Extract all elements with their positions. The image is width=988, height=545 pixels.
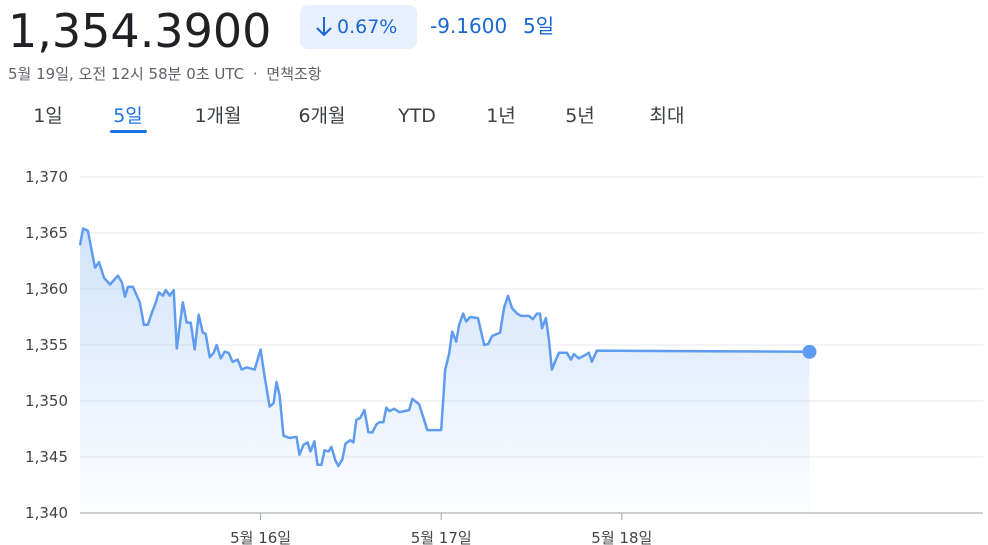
range-tab[interactable]: 1개월: [194, 105, 241, 127]
last-point: [802, 344, 817, 359]
price: 1,354.3900: [8, 4, 271, 58]
range-tab[interactable]: 1일: [33, 105, 63, 127]
range-tab[interactable]: YTD: [397, 105, 436, 127]
range-tab[interactable]: 6개월: [298, 105, 345, 127]
change-period: 5일: [523, 14, 554, 38]
change-percent: 0.67%: [337, 16, 397, 38]
y-tick-label: 1,370: [25, 168, 68, 186]
y-tick-label: 1,360: [25, 280, 68, 298]
disclaimer-link[interactable]: 면책조항: [266, 65, 321, 83]
down-arrow-icon: [316, 17, 332, 37]
range-tab[interactable]: 1년: [486, 105, 516, 127]
y-tick-label: 1,345: [25, 448, 68, 466]
x-tick-label: 5월 17일: [411, 529, 472, 545]
range-tab[interactable]: 5일: [113, 105, 143, 127]
range-tab[interactable]: 최대: [650, 105, 685, 127]
range-tabs: 1일 5일 1개월 6개월 YTD 1년 5년 최대: [33, 105, 684, 133]
x-tick-label: 5월 16일: [230, 529, 291, 545]
price-line: [78, 227, 810, 468]
timestamp-text: 5월 19일, 오전 12시 58분 0초 UTC: [8, 65, 244, 83]
separator: ·: [253, 65, 258, 83]
x-tick-label: 5월 18일: [591, 529, 652, 545]
y-tick-label: 1,355: [25, 336, 68, 354]
range-tab[interactable]: 5년: [565, 105, 595, 127]
change-badge: [300, 5, 417, 49]
y-tick-label: 1,365: [25, 224, 68, 242]
price-area: [80, 228, 810, 513]
y-tick-label: 1,340: [25, 504, 68, 522]
y-tick-label: 1,350: [25, 392, 68, 410]
change-amount: -9.1600: [430, 14, 507, 38]
timestamp: 5월 19일, 오전 12시 58분 0초 UTC · 면책조항: [8, 65, 322, 83]
selected-tab-underline: [110, 130, 147, 133]
